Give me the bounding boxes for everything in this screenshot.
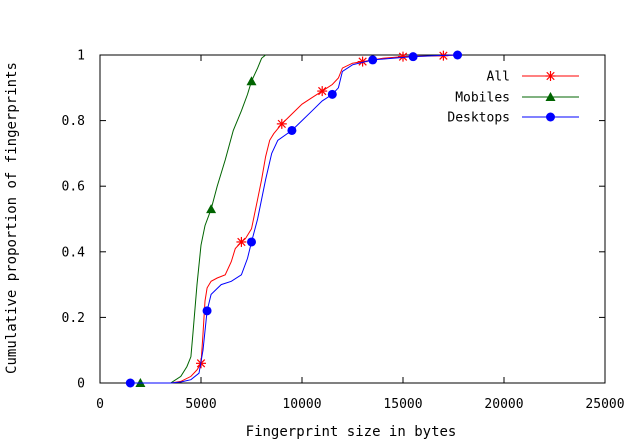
legend-marker: [545, 71, 556, 81]
data-point-mobiles: [246, 76, 257, 86]
data-point-desktops: [453, 50, 463, 60]
data-point-desktops: [202, 306, 212, 316]
plot-frame: [99, 54, 606, 384]
series-mobiles: [130, 54, 266, 387]
data-point-desktops: [125, 378, 135, 388]
data-point-all: [317, 86, 328, 97]
legend-label: Desktops: [447, 111, 510, 126]
x-tick-label: 0: [96, 397, 104, 412]
data-point-desktops: [327, 89, 337, 99]
data-point-desktops: [247, 237, 256, 247]
y-tick-label: 0.4: [62, 245, 86, 260]
y-tick-label: 0.8: [62, 114, 85, 129]
y-tick-label: 0: [77, 377, 85, 392]
data-point-desktops: [287, 125, 297, 135]
series-all: [130, 50, 458, 384]
series-line-desktops: [130, 54, 458, 384]
data-point-all: [236, 236, 247, 247]
x-tick-label: 5000: [185, 397, 216, 412]
y-tick-label: 1: [77, 49, 85, 64]
data-point-all: [276, 118, 287, 129]
x-axis-label: Fingerprint size in bytes: [246, 424, 457, 440]
series-line-all: [130, 54, 458, 384]
x-tick-label: 20000: [484, 397, 523, 412]
data-point-all: [398, 51, 408, 62]
x-tick-label: 10000: [282, 397, 321, 412]
y-tick-label: 0.2: [62, 311, 85, 326]
x-tick-label: 25000: [585, 397, 624, 412]
legend-label: Mobiles: [455, 91, 510, 106]
data-point-desktops: [368, 55, 378, 65]
series-line-mobiles: [130, 54, 266, 384]
x-tick-label: 15000: [383, 397, 422, 412]
legend-label: All: [487, 70, 510, 85]
legend: All Mobiles Desktops: [447, 70, 579, 126]
y-tick-label: 0.6: [62, 180, 85, 195]
data-point-desktops: [408, 52, 418, 62]
y-axis-label: Cumulative proportion of fingerprints: [4, 62, 20, 374]
legend-marker: [545, 92, 556, 101]
data-point-mobiles: [206, 204, 217, 214]
legend-item-mobiles: Mobiles: [455, 91, 579, 106]
legend-item-desktops: Desktops: [447, 111, 579, 126]
axes: 0 5000 10000 15000 20000 25000 0 0.2 0.4 0.6 0.8 1: [62, 49, 625, 413]
series-desktops: [125, 50, 463, 388]
legend-marker: [546, 112, 555, 122]
legend-item-all: All: [487, 70, 579, 85]
series-layer: [125, 50, 463, 388]
